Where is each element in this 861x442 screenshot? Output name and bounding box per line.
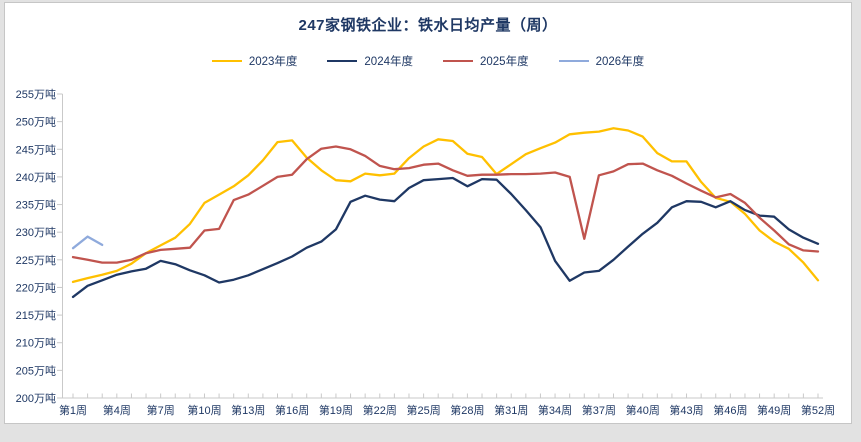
legend-line-swatch <box>327 60 358 62</box>
y-axis-label: 240万吨 <box>16 171 56 184</box>
x-axis-label: 第52周 <box>801 403 835 417</box>
x-axis-label: 第43周 <box>669 403 703 417</box>
x-axis-label: 第7周 <box>147 403 175 417</box>
legend-item-2025年度: 2025年度 <box>443 53 529 69</box>
x-axis-label: 第46周 <box>713 403 747 417</box>
series-line-2024年度 <box>71 176 820 299</box>
x-axis-label: 第37周 <box>582 403 616 417</box>
legend-label: 2024年度 <box>364 56 413 68</box>
x-axis-label: 第25周 <box>406 403 440 417</box>
y-axis-label: 250万吨 <box>16 116 56 129</box>
x-axis-label: 第19周 <box>319 403 353 417</box>
y-axis-label: 220万吨 <box>16 281 56 294</box>
y-axis-label: 200万吨 <box>16 392 56 405</box>
x-axis-label: 第22周 <box>363 403 397 417</box>
x-axis-label: 第1周 <box>59 403 87 417</box>
legend-line-swatch <box>211 60 242 62</box>
y-axis-label: 225万吨 <box>16 254 56 267</box>
y-axis-label: 230万吨 <box>16 226 56 239</box>
y-axis-label: 210万吨 <box>16 337 56 350</box>
x-axis-label: 第49周 <box>757 403 791 417</box>
legend-line-swatch <box>443 60 473 62</box>
legend-item-2026年度: 2026年度 <box>558 53 645 69</box>
x-axis-label: 第34周 <box>538 403 572 417</box>
x-axis-label: 第16周 <box>275 403 309 417</box>
y-axis-label: 255万吨 <box>16 88 56 101</box>
x-axis-label: 第10周 <box>187 403 221 417</box>
legend-line-swatch <box>558 60 589 62</box>
y-axis-label: 205万吨 <box>16 364 56 377</box>
chart-plot-area: 255万吨 250万吨 245万吨 240万吨 235万吨 230万吨 225万吨 220万吨… <box>16 88 835 417</box>
chart-card: 247家钢铁企业：铁水日均产量（周） 2023年度 2024年度 2025年度 202… <box>4 2 852 424</box>
legend-label: 2026年度 <box>595 56 645 68</box>
chart-title: 247家钢铁企业：铁水日均产量（周） <box>298 17 558 34</box>
legend-label: 2025年度 <box>480 56 529 68</box>
y-axis-label: 235万吨 <box>16 199 56 212</box>
y-axis-label: 245万吨 <box>16 143 56 156</box>
series-line-2023年度 <box>71 127 820 284</box>
series-line-2025年度 <box>71 145 820 264</box>
x-axis-label: 第28周 <box>450 403 484 417</box>
x-axis-label: 第13周 <box>231 403 265 417</box>
y-axis-label: 215万吨 <box>16 309 56 322</box>
x-axis-label: 第4周 <box>103 403 131 417</box>
legend-item-2023年度: 2023年度 <box>211 53 298 69</box>
x-axis-label: 第31周 <box>494 403 528 417</box>
series-line-2026年度 <box>71 235 104 250</box>
x-axis-label: 第40周 <box>626 403 660 417</box>
legend-item-2024年度: 2024年度 <box>327 53 413 69</box>
chart-legend: 2023年度 2024年度 2025年度 2026年度 <box>5 53 851 69</box>
legend-label: 2023年度 <box>248 56 298 68</box>
